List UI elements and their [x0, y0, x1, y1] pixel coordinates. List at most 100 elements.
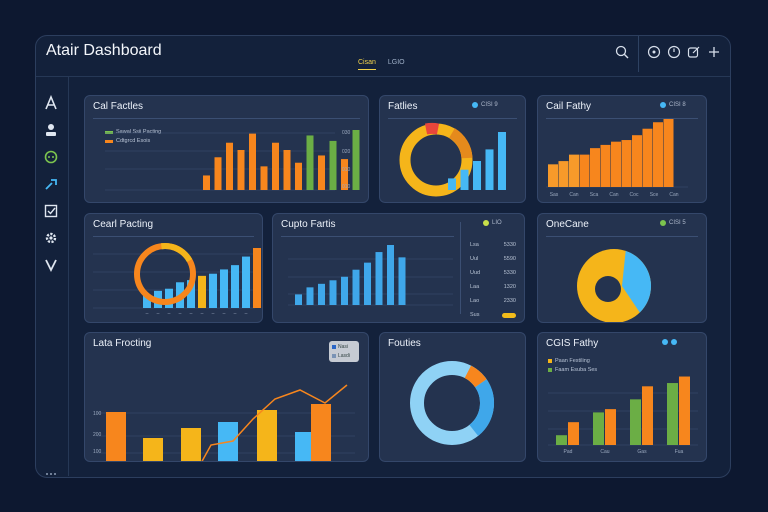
bar [663, 119, 674, 187]
x-tick-label: Sas [550, 192, 559, 198]
bar [220, 269, 228, 308]
card-cearl-pacting[interactable]: Cearl Pacting – – – – – – – – – – [84, 213, 263, 323]
bar [226, 142, 233, 190]
bar [593, 412, 604, 445]
x-tick-label: – [245, 311, 248, 317]
card-info: CISI 9 [472, 102, 498, 108]
bar [473, 161, 481, 190]
x-tick-label: – [201, 311, 204, 317]
divider [388, 118, 517, 119]
bar [498, 132, 506, 190]
bar [272, 142, 279, 190]
search-icon[interactable] [614, 44, 632, 60]
y-tick-label: 010 [342, 184, 351, 190]
bar [260, 166, 268, 190]
y-tick-label: 100 [93, 411, 102, 417]
bar [257, 410, 277, 461]
sidebar [36, 76, 69, 476]
tab-cisan[interactable]: Cisan [358, 59, 376, 70]
dashboard-window: Atair Dashboard Cisan LGIO Cal Factles S… [35, 35, 731, 478]
bar [143, 295, 151, 308]
x-tick-label: Can [669, 192, 678, 198]
bar [460, 169, 469, 190]
x-tick-label: – [179, 311, 182, 317]
tab-lgio[interactable]: LGIO [387, 59, 405, 66]
x-tick-label: – [157, 311, 160, 317]
card-title: CGIS Fathy [546, 338, 599, 349]
logo-a-icon[interactable] [43, 95, 59, 111]
bar [329, 280, 337, 305]
bar [311, 404, 331, 461]
app-title: Atair Dashboard [46, 42, 162, 59]
bar [632, 135, 642, 187]
list-item: Lao 2330 [470, 298, 516, 304]
bar [352, 269, 360, 305]
pie-chart [577, 249, 651, 322]
card-title: OneCane [546, 219, 589, 230]
grouped-bar-chart: Pad Cau Gas Fua [548, 376, 698, 455]
user-icon[interactable] [43, 122, 59, 138]
bar [318, 283, 325, 305]
card-fouties[interactable]: Fouties [379, 332, 526, 462]
x-tick-label: Gas [637, 449, 647, 455]
donut-segment [424, 122, 440, 135]
filter-icon[interactable] [43, 257, 59, 273]
card-cal-factles[interactable]: Cal Factles Sawal Ssii Pacting Cdtgrcd E… [84, 95, 369, 203]
y-tick-label: 030 [342, 130, 351, 136]
bar-donut-chart: – – – – – – – – – – [93, 243, 261, 317]
card-cupto-fartis[interactable]: Cupto Fartis LIO Lsa 5330 Uul 5590 Uud 5330… [272, 213, 525, 323]
more-icon[interactable] [43, 471, 59, 477]
donut-segment [469, 379, 494, 436]
divider [93, 236, 254, 237]
x-tick-label: – [234, 311, 237, 317]
card-lata-frocting[interactable]: Lata Frocting Nasi Lasdi 100200100100Fea… [84, 332, 369, 462]
card-fatlies[interactable]: Fatlies CISI 9 [379, 95, 526, 203]
card-title: Lata Frocting [93, 338, 152, 349]
top-bar: Atair Dashboard Cisan LGIO [36, 36, 730, 77]
card-title: Cal Factles [93, 101, 144, 112]
chart-tooltip: Nasi Lasdi [329, 341, 359, 362]
bar [569, 154, 579, 187]
x-tick-label: – [212, 311, 215, 317]
card-onecane[interactable]: OneCane CISI 5 [537, 213, 707, 323]
help-circle-icon[interactable] [646, 44, 662, 60]
bar [209, 273, 217, 308]
bar [653, 122, 663, 187]
card-title: Cearl Pacting [93, 219, 154, 230]
card-info: LIO [483, 220, 502, 226]
bar [143, 438, 163, 461]
x-tick-label: Can [609, 192, 618, 198]
bar [249, 133, 256, 190]
x-tick-label: Fua [675, 449, 684, 455]
donut-segment [448, 128, 473, 159]
donut-segment [161, 243, 193, 263]
bar [568, 422, 579, 445]
bar [679, 376, 690, 445]
card-cgis-fathy[interactable]: CGIS Fathy Paan Festiling Faam Esuba Ses… [537, 332, 707, 462]
bar [198, 275, 206, 308]
trend-line [201, 384, 348, 461]
card-info: CISI 5 [660, 220, 686, 226]
clock-icon[interactable] [666, 44, 682, 60]
list-item: Uud 5330 [470, 270, 516, 276]
bar [611, 141, 621, 187]
bar [295, 432, 315, 461]
bar [329, 140, 337, 190]
card-title: Cupto Fartis [281, 219, 336, 230]
bar [667, 383, 678, 445]
divider [281, 236, 454, 237]
tab-bar: Cisan LGIO [358, 59, 415, 70]
bar [448, 178, 456, 190]
gear-icon[interactable] [43, 230, 59, 246]
share-icon[interactable] [686, 44, 702, 60]
y-axis-labels: 030 020 010 010 [342, 130, 351, 190]
bar [352, 130, 360, 190]
list-item: Sus [470, 308, 516, 322]
link-icon[interactable] [43, 176, 59, 192]
checkbox-icon[interactable] [43, 203, 59, 219]
divider [546, 118, 698, 119]
chat-icon[interactable] [43, 149, 59, 165]
x-tick-label: – [190, 311, 193, 317]
plus-icon[interactable] [706, 44, 722, 60]
card-cail-fathy[interactable]: Cail Fathy CISI 8 Sas Can Sca Can Coc Sce Can [537, 95, 707, 203]
